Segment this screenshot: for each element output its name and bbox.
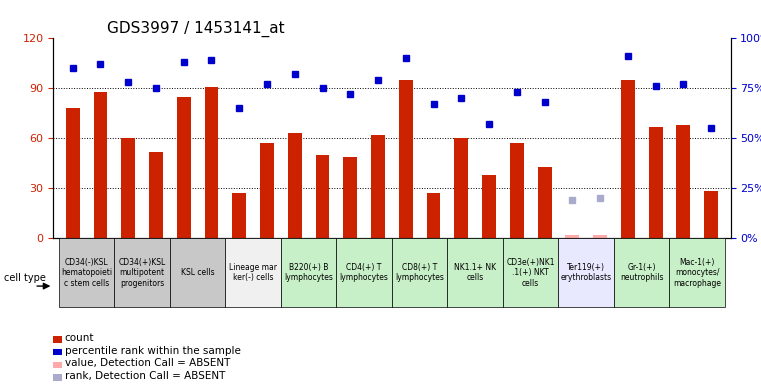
Text: Ter119(+)
erythroblasts: Ter119(+) erythroblasts: [561, 263, 612, 282]
Text: rank, Detection Call = ABSENT: rank, Detection Call = ABSENT: [65, 371, 225, 381]
Bar: [371, 135, 385, 238]
Text: Mac-1(+)
monocytes/
macrophage: Mac-1(+) monocytes/ macrophage: [673, 258, 721, 288]
Bar: [648, 127, 663, 238]
Bar: [149, 152, 163, 238]
Bar: [482, 175, 496, 238]
Bar: [232, 193, 247, 238]
FancyBboxPatch shape: [336, 238, 392, 307]
Bar: [704, 192, 718, 238]
Bar: [260, 143, 274, 238]
Bar: [399, 80, 412, 238]
FancyBboxPatch shape: [170, 238, 225, 307]
Text: Gr-1(+)
neutrophils: Gr-1(+) neutrophils: [620, 263, 664, 282]
Text: CD34(+)KSL
multipotent
progenitors: CD34(+)KSL multipotent progenitors: [119, 258, 166, 288]
Bar: [510, 143, 524, 238]
Text: CD3e(+)NK1
.1(+) NKT
cells: CD3e(+)NK1 .1(+) NKT cells: [507, 258, 555, 288]
Bar: [177, 97, 191, 238]
FancyBboxPatch shape: [59, 238, 114, 307]
Text: Lineage mar
ker(-) cells: Lineage mar ker(-) cells: [229, 263, 277, 282]
Text: CD34(-)KSL
hematopoieti
c stem cells: CD34(-)KSL hematopoieti c stem cells: [61, 258, 112, 288]
Bar: [288, 133, 301, 238]
Text: count: count: [65, 333, 94, 343]
FancyBboxPatch shape: [447, 238, 503, 307]
Text: cell type: cell type: [4, 273, 46, 283]
Text: CD8(+) T
lymphocytes: CD8(+) T lymphocytes: [395, 263, 444, 282]
Text: KSL cells: KSL cells: [181, 268, 215, 277]
Bar: [593, 235, 607, 238]
FancyBboxPatch shape: [559, 238, 614, 307]
Bar: [537, 167, 552, 238]
Bar: [565, 235, 579, 238]
Bar: [205, 87, 218, 238]
FancyBboxPatch shape: [114, 238, 170, 307]
Bar: [621, 80, 635, 238]
Bar: [677, 125, 690, 238]
FancyBboxPatch shape: [503, 238, 559, 307]
FancyBboxPatch shape: [670, 238, 725, 307]
Text: percentile rank within the sample: percentile rank within the sample: [65, 346, 240, 356]
Text: NK1.1+ NK
cells: NK1.1+ NK cells: [454, 263, 496, 282]
Bar: [316, 155, 330, 238]
Bar: [454, 138, 468, 238]
Bar: [65, 108, 80, 238]
Text: value, Detection Call = ABSENT: value, Detection Call = ABSENT: [65, 358, 230, 368]
Text: GDS3997 / 1453141_at: GDS3997 / 1453141_at: [107, 21, 285, 37]
Bar: [427, 193, 441, 238]
FancyBboxPatch shape: [281, 238, 336, 307]
FancyBboxPatch shape: [225, 238, 281, 307]
Bar: [121, 138, 135, 238]
Bar: [94, 92, 107, 238]
Bar: [343, 157, 357, 238]
Text: B220(+) B
lymphocytes: B220(+) B lymphocytes: [284, 263, 333, 282]
FancyBboxPatch shape: [614, 238, 670, 307]
FancyBboxPatch shape: [392, 238, 447, 307]
Text: CD4(+) T
lymphocytes: CD4(+) T lymphocytes: [339, 263, 389, 282]
